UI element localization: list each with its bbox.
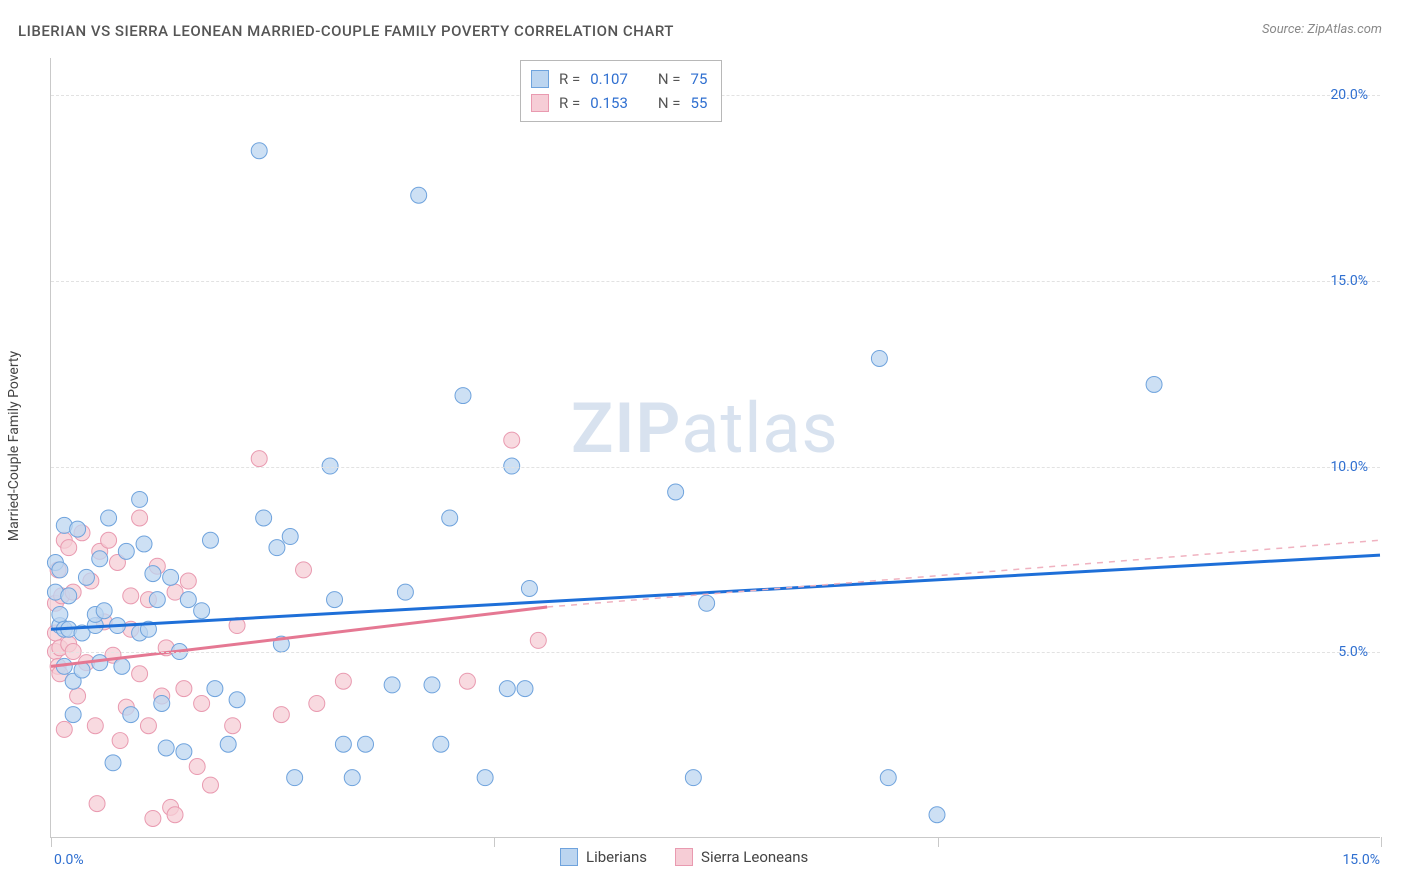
legend-row-pink: R = 0.153 N = 55 <box>531 91 707 115</box>
swatch-pink <box>675 848 693 866</box>
r-label: R = <box>559 94 580 112</box>
r-value: 0.107 <box>590 70 628 88</box>
legend-item-liberians: Liberians <box>560 848 647 866</box>
n-value: 55 <box>691 94 708 112</box>
swatch-pink <box>531 94 549 112</box>
y-axis-label: Married-Couple Family Poverty <box>6 351 22 541</box>
r-value: 0.153 <box>590 94 628 112</box>
y-tick-label: 20.0% <box>1330 87 1368 103</box>
legend-correlation: R = 0.107 N = 75 R = 0.153 N = 55 <box>520 60 722 122</box>
legend-item-sierra-leoneans: Sierra Leoneans <box>675 848 808 866</box>
y-tick-label: 10.0% <box>1330 459 1368 475</box>
legend-row-blue: R = 0.107 N = 75 <box>531 67 707 91</box>
source-label: Source: ZipAtlas.com <box>1262 22 1382 37</box>
x-tick-label: 15.0% <box>1342 852 1380 868</box>
x-tick-label: 0.0% <box>54 852 84 868</box>
legend-label: Liberians <box>586 848 647 866</box>
n-value: 75 <box>691 70 708 88</box>
n-label: N = <box>658 94 681 112</box>
r-label: R = <box>559 70 580 88</box>
y-tick-label: 15.0% <box>1330 273 1368 289</box>
legend-series: Liberians Sierra Leoneans <box>560 848 808 866</box>
swatch-blue <box>531 70 549 88</box>
chart-title: LIBERIAN VS SIERRA LEONEAN MARRIED-COUPL… <box>18 22 674 40</box>
n-label: N = <box>658 70 681 88</box>
plot-area: ZIPatlas 5.0%10.0%15.0%20.0% <box>50 58 1380 838</box>
swatch-blue <box>560 848 578 866</box>
y-tick-label: 5.0% <box>1338 644 1368 660</box>
legend-label: Sierra Leoneans <box>701 848 808 866</box>
plot-svg <box>51 58 1380 837</box>
